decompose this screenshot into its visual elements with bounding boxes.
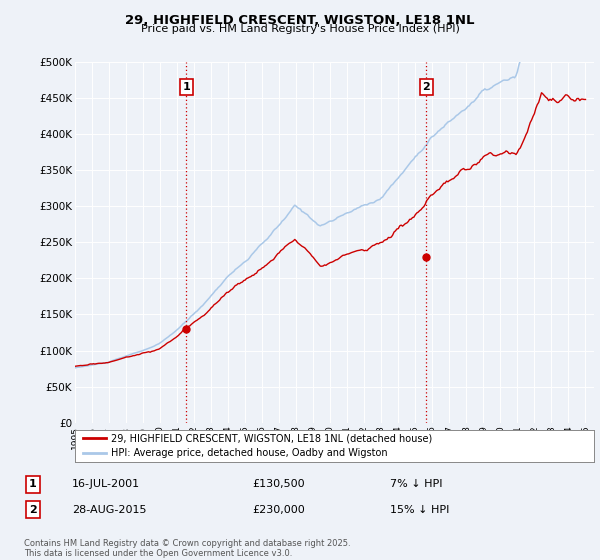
Text: 15% ↓ HPI: 15% ↓ HPI — [390, 505, 449, 515]
Text: Contains HM Land Registry data © Crown copyright and database right 2025.
This d: Contains HM Land Registry data © Crown c… — [24, 539, 350, 558]
Text: £230,000: £230,000 — [252, 505, 305, 515]
Text: HPI: Average price, detached house, Oadby and Wigston: HPI: Average price, detached house, Oadb… — [112, 448, 388, 458]
Text: 2: 2 — [29, 505, 37, 515]
Text: 1: 1 — [182, 82, 190, 92]
Text: 2: 2 — [422, 82, 430, 92]
Text: 29, HIGHFIELD CRESCENT, WIGSTON, LE18 1NL (detached house): 29, HIGHFIELD CRESCENT, WIGSTON, LE18 1N… — [112, 433, 433, 444]
Text: 7% ↓ HPI: 7% ↓ HPI — [390, 479, 443, 489]
Text: £130,500: £130,500 — [252, 479, 305, 489]
Text: 1: 1 — [29, 479, 37, 489]
Text: 29, HIGHFIELD CRESCENT, WIGSTON, LE18 1NL: 29, HIGHFIELD CRESCENT, WIGSTON, LE18 1N… — [125, 14, 475, 27]
Text: 16-JUL-2001: 16-JUL-2001 — [72, 479, 140, 489]
Text: Price paid vs. HM Land Registry's House Price Index (HPI): Price paid vs. HM Land Registry's House … — [140, 24, 460, 34]
Text: 28-AUG-2015: 28-AUG-2015 — [72, 505, 146, 515]
